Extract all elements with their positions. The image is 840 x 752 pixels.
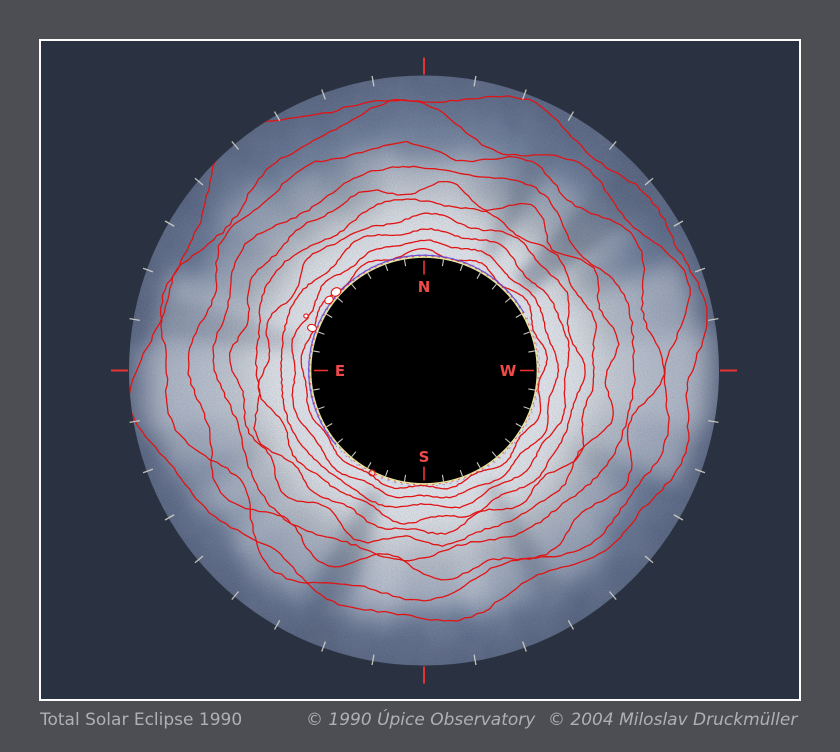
- outer-tick: [273, 620, 281, 630]
- outer-tick: [164, 514, 175, 521]
- moon-disk: [309, 256, 539, 485]
- isophote-contour-6: [228, 180, 620, 547]
- outer-tick: [608, 141, 617, 150]
- caption-credit-observatory: © 1990 Úpice Observatory: [306, 710, 536, 730]
- limb-tick: [491, 283, 497, 290]
- inner-isophote-violet: [308, 254, 525, 445]
- outer-tick: [321, 89, 326, 100]
- outer-tick: [644, 177, 654, 186]
- prominence-contour: [330, 287, 342, 297]
- limb-tick: [504, 297, 511, 303]
- limb-tick: [523, 406, 530, 410]
- limb-tick: [403, 474, 407, 482]
- limb-tick: [351, 283, 357, 290]
- outer-tick: [608, 591, 617, 600]
- small-contour-ring: [368, 469, 376, 477]
- outer-tick: [708, 419, 719, 424]
- prominence-contour: [303, 313, 309, 319]
- limb-tick: [385, 264, 389, 272]
- red-speckle-ring: [309, 255, 539, 486]
- limb-tick: [367, 462, 372, 469]
- limb-tick: [337, 438, 344, 444]
- prominence-contour: [324, 295, 334, 305]
- outer-tick: [194, 555, 204, 564]
- limb-tick: [528, 350, 535, 353]
- lunar-limb-circle: [309, 256, 539, 485]
- limb-tick: [351, 451, 357, 458]
- limb-tick: [441, 259, 445, 267]
- outer-tick: [522, 89, 527, 100]
- outer-tick: [371, 654, 375, 666]
- isophote-contour-2: [291, 239, 560, 499]
- limb-tick: [318, 331, 325, 335]
- limb-tick: [313, 388, 320, 391]
- outer-tick: [194, 177, 204, 186]
- limb-tick: [476, 272, 481, 279]
- outer-tick: [694, 468, 706, 474]
- outer-tick: [567, 620, 575, 630]
- outer-tick: [273, 111, 281, 121]
- limb-tick: [504, 438, 511, 444]
- limb-tick: [459, 469, 463, 477]
- limb-tick: [523, 331, 530, 335]
- violet-speckle-ring: [307, 254, 541, 487]
- caption-bar: Total Solar Eclipse 1990 © 1990 Úpice Ob…: [0, 706, 840, 752]
- isophote-contour-7: [212, 165, 636, 562]
- isophote-contour-1: [300, 247, 549, 490]
- limb-tick: [528, 388, 535, 391]
- limb-tick: [367, 272, 372, 279]
- compass-label-south: S: [419, 448, 430, 466]
- moon-shadow: [309, 256, 539, 485]
- outer-tick: [644, 555, 654, 564]
- limb-tick: [326, 313, 333, 318]
- isophote-contours: [129, 95, 708, 622]
- outer-tick: [129, 419, 140, 424]
- caption-title: Total Solar Eclipse 1990: [40, 710, 243, 730]
- outer-tick: [708, 317, 719, 322]
- limb-tick: [337, 297, 344, 303]
- compass-label-east: E: [335, 362, 345, 380]
- outer-tick: [231, 141, 240, 150]
- limb-tick: [459, 264, 463, 272]
- isophote-contour-10: [129, 95, 708, 622]
- outer-tick: [567, 111, 575, 121]
- limb-tick: [326, 423, 333, 428]
- outer-tick: [371, 75, 375, 87]
- limb-tick: [313, 350, 320, 353]
- outer-tick: [164, 220, 175, 227]
- caption-credit-author: © 2004 Miloslav Druckmüller: [548, 710, 798, 730]
- compass-label-west: W: [500, 362, 517, 380]
- isophote-contour-9: [159, 98, 691, 602]
- limb-details: [303, 254, 541, 487]
- limb-tick: [476, 462, 481, 469]
- outer-tick: [129, 317, 140, 322]
- position-angle-ticks: [111, 57, 737, 684]
- outer-tick: [321, 641, 326, 652]
- limb-tick: [385, 469, 389, 477]
- outer-tick: [142, 468, 154, 474]
- outer-tick: [473, 654, 477, 666]
- outer-tick: [142, 267, 154, 273]
- limb-tick: [318, 406, 325, 410]
- limb-tick: [491, 451, 497, 458]
- limb-tick: [515, 423, 522, 428]
- isophote-contour-3: [280, 227, 570, 509]
- isophote-contour-5: [253, 198, 598, 535]
- outer-tick: [673, 220, 684, 227]
- outer-tick: [231, 591, 240, 600]
- isophote-contour-4: [257, 212, 586, 525]
- compass-labels: N E S W: [335, 278, 517, 466]
- outer-tick: [694, 267, 706, 273]
- compass-label-north: N: [418, 278, 431, 296]
- outer-tick: [673, 514, 684, 521]
- isophote-contour-8: [187, 140, 666, 581]
- prominence-contour: [307, 323, 317, 333]
- limb-tick: [441, 474, 445, 482]
- outer-tick: [522, 641, 527, 652]
- outer-tick: [473, 75, 477, 87]
- limb-tick: [403, 259, 407, 267]
- limb-tick: [515, 313, 522, 318]
